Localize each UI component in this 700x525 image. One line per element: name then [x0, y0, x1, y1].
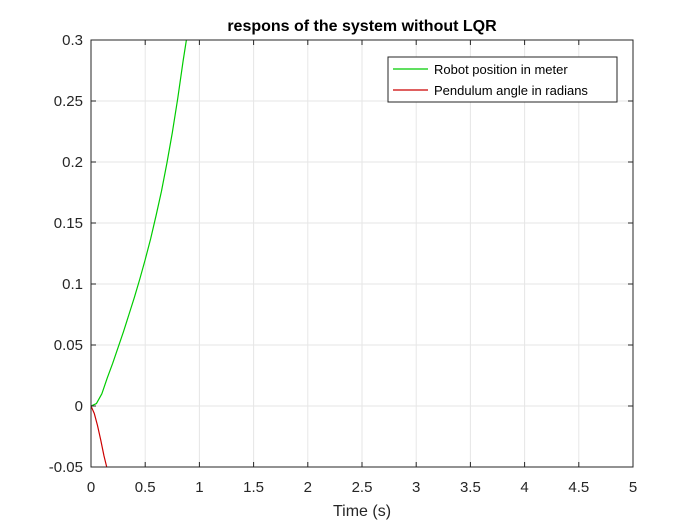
x-tick-label: 5	[629, 479, 637, 496]
y-tick-label: 0.25	[54, 93, 83, 110]
x-tick-label: 1	[195, 479, 203, 496]
chart-title: respons of the system without LQR	[227, 18, 497, 35]
x-tick-label: 4.5	[568, 479, 589, 496]
x-tick-label: 2.5	[352, 479, 373, 496]
robot-position-line	[90, 39, 187, 407]
y-tick-label: 0.2	[62, 154, 83, 171]
legend: Robot position in meter Pendulum angle i…	[387, 56, 618, 103]
x-axis-label: Time (s)	[333, 503, 391, 520]
y-tick-label: 0.1	[62, 276, 83, 293]
x-tick-label: 3.5	[460, 479, 481, 496]
legend-label-robot-position: Robot position in meter	[434, 62, 568, 77]
legend-label-pendulum-angle: Pendulum angle in radians	[434, 83, 588, 98]
legend-box	[387, 56, 618, 103]
y-tick-label: 0	[75, 398, 83, 415]
x-tick-label: 4	[520, 479, 528, 496]
y-tick-label: 0.3	[62, 32, 83, 49]
x-tick-label: 0.5	[135, 479, 156, 496]
x-tick-label: 1.5	[243, 479, 264, 496]
tick-layer: 0 0.5 1 1.5 2 2.5 3 3.5 4 4.5 5-0.0500.050.10.150.…	[49, 32, 637, 496]
y-tick-label: 0.15	[54, 215, 83, 232]
y-tick-label: 0.05	[54, 337, 83, 354]
series-layer	[90, 39, 187, 468]
y-tick-label: -0.05	[49, 459, 83, 476]
x-tick-label: 0	[87, 479, 95, 496]
x-tick-label: 3	[412, 479, 420, 496]
x-tick-label: 2	[304, 479, 312, 496]
pendulum-angle-line	[90, 405, 108, 468]
